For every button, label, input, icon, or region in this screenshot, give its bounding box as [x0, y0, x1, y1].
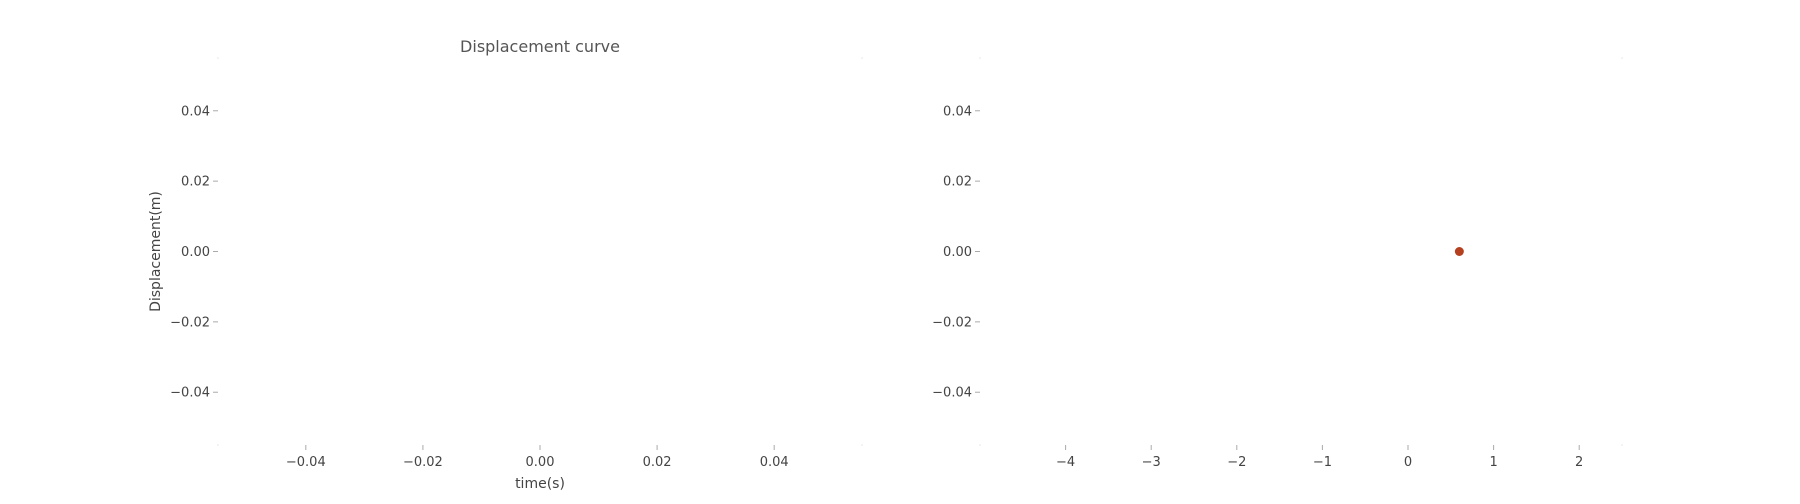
- scatter-x-tick-label: −4: [1056, 455, 1075, 470]
- displacement-curve-panel: Displacement curve 0.04 0.02 0.00 −0.02 −0.04…: [148, 37, 863, 492]
- displacement-axes-corner: [861, 444, 863, 446]
- displacement-axes-corner: [861, 57, 863, 59]
- displacement-x-tick-label: −0.02: [403, 455, 443, 470]
- displacement-axes-corner: [217, 444, 219, 446]
- scatter-x-tick-label: −3: [1142, 455, 1161, 470]
- displacement-x-tick-label: 0.02: [643, 455, 672, 470]
- scatter-x-tick-label: 2: [1575, 455, 1583, 470]
- scatter-y-tick-label: 0.04: [943, 104, 972, 119]
- scatter-y-tick-label: −0.02: [932, 315, 972, 330]
- displacement-chart-title: Displacement curve: [460, 37, 620, 56]
- displacement-axes-corner: [217, 57, 219, 59]
- displacement-y-tick-label: −0.04: [170, 386, 210, 401]
- scatter-x-tick-label: −1: [1313, 455, 1332, 470]
- displacement-y-tick-label: 0.04: [181, 104, 210, 119]
- scatter-data-point: [1454, 247, 1464, 256]
- scatter-x-tick-label: −2: [1227, 455, 1246, 470]
- scatter-y-tick-label: 0.02: [943, 175, 972, 190]
- displacement-x-tick-label: 0.04: [760, 455, 789, 470]
- displacement-y-tick-label: 0.02: [181, 175, 210, 190]
- scatter-axes-corner: [979, 57, 981, 59]
- displacement-x-tick-label: 0.00: [526, 455, 555, 470]
- scatter-axes-corner: [1621, 444, 1623, 446]
- scatter-axes-corner: [979, 444, 981, 446]
- scatter-x-tick-label: 1: [1489, 455, 1497, 470]
- scatter-axes-corner: [1621, 57, 1623, 59]
- displacement-x-axis-label: time(s): [515, 476, 565, 492]
- displacement-x-tick-label: −0.04: [286, 455, 326, 470]
- scatter-y-tick-label: 0.00: [943, 245, 972, 260]
- scatter-x-tick-label: 0: [1404, 455, 1412, 470]
- displacement-y-tick-label: −0.02: [170, 315, 210, 330]
- scatter-y-tick-label: −0.04: [932, 386, 972, 401]
- displacement-y-axis-label: Displacement(m): [148, 191, 164, 312]
- displacement-y-tick-label: 0.00: [181, 245, 210, 260]
- point-scatter-panel: 0.04 0.02 0.00 −0.02 −0.04 −4 −3 −2 −1 0 1 2: [932, 57, 1623, 470]
